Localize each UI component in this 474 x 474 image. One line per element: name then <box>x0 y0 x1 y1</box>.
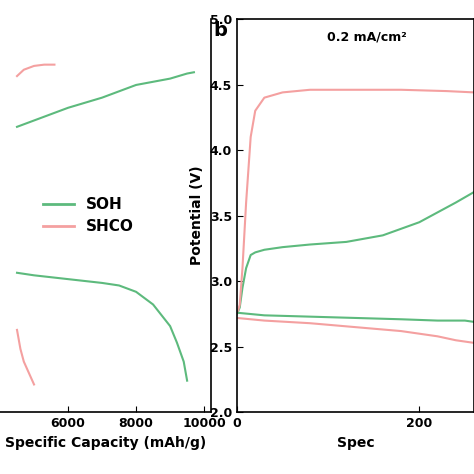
Legend: SOH, SHCO: SOH, SHCO <box>37 191 140 241</box>
Text: b: b <box>213 21 228 40</box>
X-axis label: Specific Capacity (mAh/g): Specific Capacity (mAh/g) <box>5 436 206 450</box>
Y-axis label: Potential (V): Potential (V) <box>191 166 204 265</box>
Text: 0.2 mA/cm²: 0.2 mA/cm² <box>327 31 407 44</box>
X-axis label: Spec: Spec <box>337 436 374 450</box>
